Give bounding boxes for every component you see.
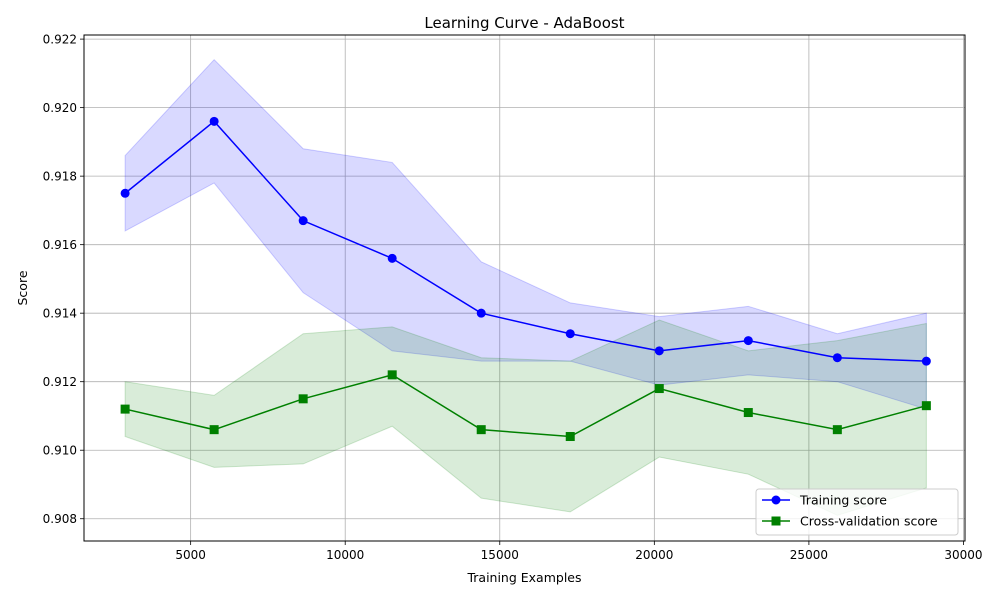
cv-score-line — [124, 374, 927, 438]
cv-score-point — [654, 384, 664, 394]
cv-score-point — [565, 432, 575, 442]
y-tick-label: 0.918 — [43, 170, 77, 184]
training-score-point — [832, 353, 842, 363]
training-score-point — [120, 188, 130, 198]
y-tick-label: 0.920 — [43, 101, 77, 115]
cv-score-point — [476, 425, 486, 435]
training-score-point — [565, 329, 575, 339]
cv-score-point — [921, 401, 931, 411]
grid — [84, 35, 965, 541]
x-tick-label: 30000 — [944, 548, 982, 562]
legend-label-cv: Cross-validation score — [800, 514, 938, 529]
legend-marker-cv — [771, 516, 781, 526]
training-score-point — [743, 336, 753, 346]
training-score-point — [476, 308, 486, 318]
x-tick-label: 15000 — [481, 548, 519, 562]
cv-score-point — [298, 394, 308, 404]
y-tick-label: 0.922 — [43, 33, 77, 47]
training-score-point — [209, 116, 219, 126]
x-axis-label: Training Examples — [466, 570, 581, 585]
legend-label-training: Training score — [799, 493, 887, 508]
y-tick-label: 0.916 — [43, 238, 77, 252]
chart-title: Learning Curve - AdaBoost — [424, 14, 624, 32]
y-tick-label: 0.912 — [43, 375, 77, 389]
legend: Training score Cross-validation score — [755, 488, 959, 536]
series-markers — [120, 116, 931, 442]
y-tick-label: 0.908 — [43, 512, 77, 526]
x-tick-label: 10000 — [326, 548, 364, 562]
axis-ticks: 5000 10000 15000 20000 25000 30000 0.908 0.910 0… — [43, 33, 983, 562]
cv-score-point — [743, 408, 753, 418]
confidence-bands — [124, 58, 927, 516]
training-score-point — [921, 356, 931, 366]
y-tick-label: 0.914 — [43, 307, 77, 321]
training-score-point — [654, 346, 664, 356]
y-axis-label: Score — [15, 270, 30, 305]
cv-score-point — [209, 425, 219, 435]
cv-score-point — [387, 370, 397, 380]
training-score-point — [298, 216, 308, 226]
legend-marker-training — [771, 495, 781, 505]
training-score-point — [387, 253, 397, 263]
training-score-line — [124, 120, 927, 362]
y-tick-label: 0.910 — [43, 444, 77, 458]
cv-score-band — [124, 319, 927, 516]
plot-frame — [83, 34, 966, 542]
x-tick-label: 5000 — [175, 548, 206, 562]
series-lines — [124, 120, 927, 438]
cv-score-point — [832, 425, 842, 435]
legend-box — [755, 488, 959, 536]
x-tick-label: 20000 — [635, 548, 673, 562]
x-tick-label: 25000 — [790, 548, 828, 562]
cv-score-point — [120, 404, 130, 414]
